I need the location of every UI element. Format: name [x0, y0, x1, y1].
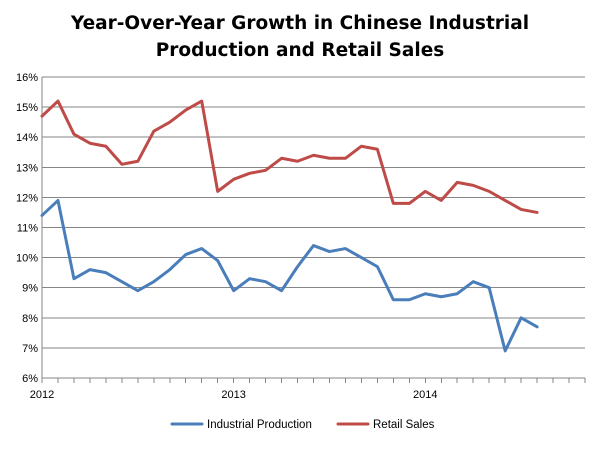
y-tick-label: 9%: [22, 283, 38, 295]
x-tick-label: 2013: [221, 389, 245, 401]
legend-label-industrial-production: Industrial Production: [207, 419, 312, 431]
chart-title-line-1: Year-Over-Year Growth in Chinese Industr…: [70, 13, 530, 34]
y-tick-label: 12%: [16, 192, 38, 204]
y-tick-label: 13%: [16, 162, 38, 174]
x-tick-label: 2014: [413, 389, 437, 401]
chart-title: Year-Over-Year Growth in Chinese Industr…: [0, 10, 600, 64]
series-line-industrial-production: [40, 198, 539, 353]
y-tick-label: 6%: [22, 373, 38, 385]
y-tick-label: 14%: [16, 132, 38, 144]
y-tick-label: 15%: [16, 102, 38, 114]
x-tick-label: 2012: [30, 389, 54, 401]
y-tick-label: 8%: [22, 313, 38, 325]
chart-title-line-2: Production and Retail Sales: [155, 40, 445, 61]
legend-label-retail-sales: Retail Sales: [373, 419, 435, 431]
y-tick-label: 7%: [22, 343, 38, 355]
y-tick-label: 16%: [16, 72, 38, 84]
series-line-retail-sales: [40, 99, 539, 214]
y-tick-label: 10%: [16, 253, 38, 265]
y-tick-label: 11%: [17, 223, 38, 235]
